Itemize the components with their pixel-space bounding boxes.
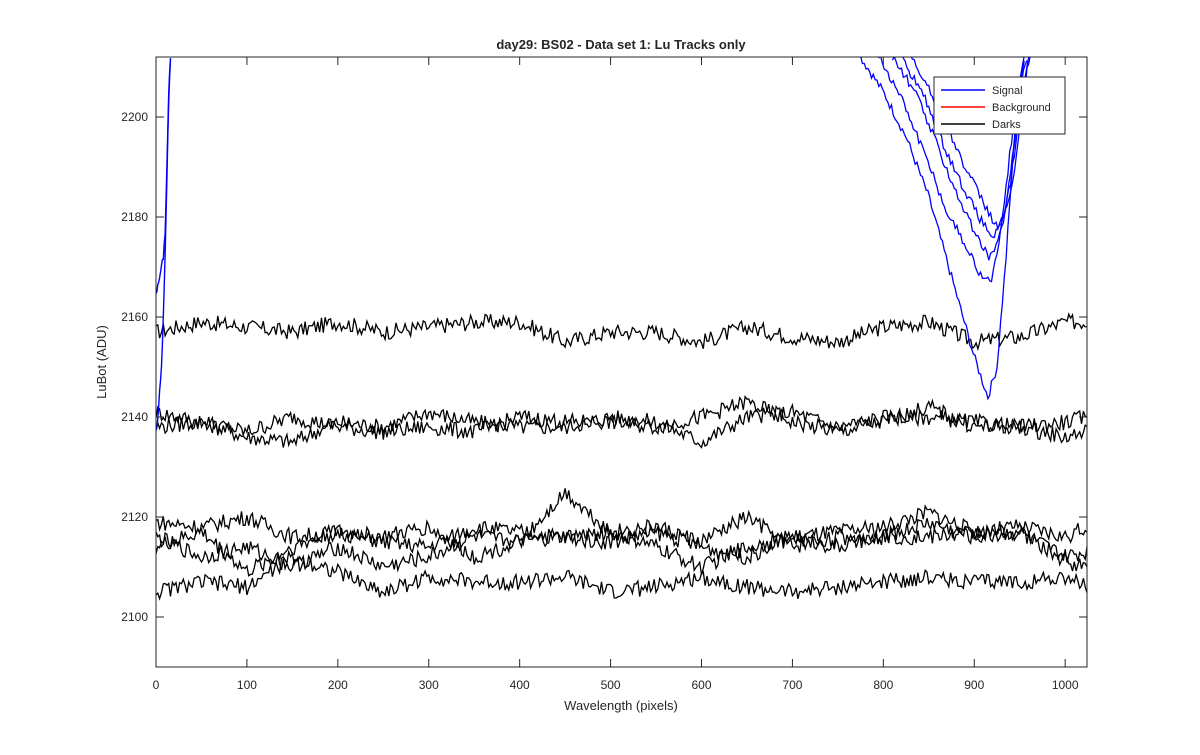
darks-series-2 — [156, 402, 1087, 449]
y-axis-label: LuBot (ADU) — [94, 325, 109, 399]
darks-series-6 — [156, 518, 1087, 577]
y-tick-label: 2140 — [121, 410, 148, 424]
x-tick-label: 1000 — [1052, 678, 1079, 692]
x-tick-label: 600 — [691, 678, 711, 692]
y-tick-label: 2200 — [121, 110, 148, 124]
legend-label-darks: Darks — [992, 119, 1021, 131]
plot-frame — [155, 56, 1088, 668]
signal-right-series-5 — [910, 57, 1031, 232]
x-tick-label: 200 — [328, 678, 348, 692]
legend-label-background: Background — [992, 102, 1051, 114]
x-tick-label: 400 — [510, 678, 530, 692]
x-tick-label: 100 — [237, 678, 257, 692]
darks-series-1 — [156, 312, 1087, 352]
legend-label-signal: Signal — [992, 85, 1023, 97]
x-tick-label: 300 — [419, 678, 439, 692]
y-tick-label: 2100 — [121, 610, 148, 624]
signal-right-series-2 — [878, 57, 1025, 283]
x-tick-label: 700 — [782, 678, 802, 692]
plot-area — [156, 57, 1087, 667]
darks-series-3 — [156, 395, 1087, 444]
darks-series-5 — [156, 488, 1087, 573]
darks-series-7 — [156, 549, 1087, 601]
series-layer — [156, 57, 1087, 601]
x-tick-label: 0 — [153, 678, 160, 692]
chart-title: day29: BS02 - Data set 1: Lu Tracks only — [496, 37, 746, 52]
tick-layer: 0 100 200 300 400 500 600 700 800 900 1000 2100 2120… — [121, 57, 1087, 692]
y-tick-label: 2120 — [121, 510, 148, 524]
y-tick-label: 2160 — [121, 310, 148, 324]
x-tick-label: 800 — [873, 678, 893, 692]
signal-right-series-4 — [902, 57, 1030, 239]
x-axis-label: Wavelength (pixels) — [564, 698, 678, 713]
x-tick-label: 500 — [601, 678, 621, 692]
y-tick-label: 2180 — [121, 210, 148, 224]
x-tick-label: 900 — [964, 678, 984, 692]
signal-right-series-1 — [860, 57, 1025, 401]
legend[interactable]: Signal Background Darks — [933, 76, 1066, 135]
